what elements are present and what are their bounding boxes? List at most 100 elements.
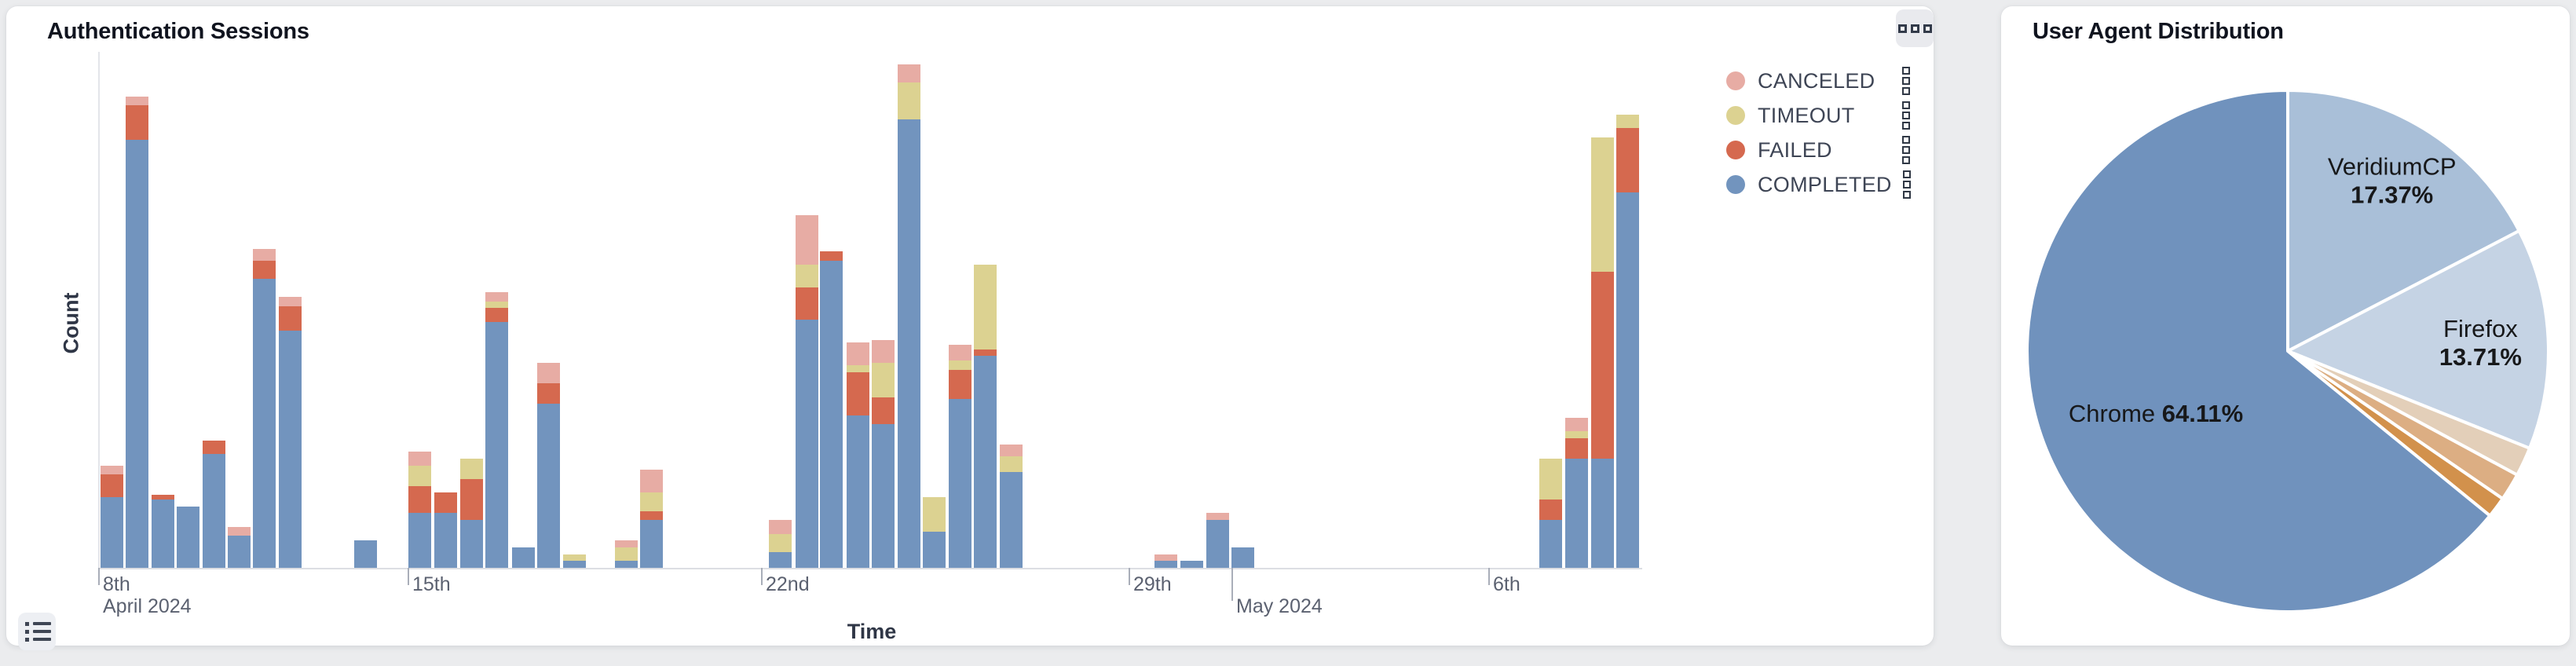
bar-column[interactable] bbox=[1180, 561, 1203, 568]
bar-column[interactable] bbox=[949, 344, 971, 568]
legend-item-failed[interactable]: FAILED bbox=[1726, 136, 1911, 164]
bar-column[interactable] bbox=[923, 497, 946, 568]
bar-column[interactable] bbox=[512, 547, 535, 568]
legend-item-timeout[interactable]: TIMEOUT bbox=[1726, 101, 1911, 130]
bar-segment-completed bbox=[898, 119, 920, 568]
bar-column[interactable] bbox=[253, 249, 276, 568]
bar-segment-completed bbox=[228, 536, 251, 568]
bar-segment-completed bbox=[1616, 192, 1639, 568]
bar-segment-canceled bbox=[101, 465, 123, 475]
legend-dot bbox=[1726, 141, 1745, 159]
bar-segment-completed bbox=[354, 540, 377, 568]
bar-column[interactable] bbox=[1591, 137, 1614, 568]
pie-slice-veridiumcp[interactable] bbox=[2286, 89, 2521, 353]
bar-column[interactable] bbox=[1231, 547, 1254, 568]
bar-column[interactable] bbox=[101, 465, 123, 568]
bar-segment-completed bbox=[1565, 458, 1588, 568]
bar-segment-failed bbox=[640, 510, 663, 521]
x-tick-sublabel: April 2024 bbox=[103, 595, 192, 617]
bar-segment-timeout bbox=[408, 465, 431, 486]
bar-column[interactable] bbox=[177, 506, 199, 568]
bar-segment-completed bbox=[434, 513, 457, 568]
bar-column[interactable] bbox=[203, 440, 225, 568]
drag-handle-icon[interactable] bbox=[1902, 170, 1911, 199]
legend-item-canceled[interactable]: CANCELED bbox=[1726, 67, 1911, 95]
bar-segment-completed bbox=[1180, 561, 1203, 568]
bar-column[interactable] bbox=[485, 292, 508, 568]
bar-segment-timeout bbox=[485, 301, 508, 309]
bar-column[interactable] bbox=[354, 540, 377, 568]
x-axis-line bbox=[98, 568, 1642, 569]
bar-segment-timeout bbox=[1616, 114, 1639, 129]
bar-column[interactable] bbox=[1539, 458, 1562, 568]
x-tick-mark bbox=[1488, 568, 1490, 585]
x-tick-mark bbox=[1129, 568, 1130, 585]
bar-segment-completed bbox=[1206, 520, 1229, 568]
bar-segment-timeout bbox=[898, 82, 920, 119]
bar-column[interactable] bbox=[847, 342, 869, 568]
bar-column[interactable] bbox=[769, 520, 792, 568]
bar-segment-canceled bbox=[847, 342, 869, 365]
bar-column[interactable] bbox=[1616, 114, 1639, 568]
bar-column[interactable] bbox=[434, 492, 457, 568]
bar-column[interactable] bbox=[820, 251, 843, 568]
bar-column[interactable] bbox=[408, 452, 431, 568]
pie-label-firefox: Firefox 13.71% bbox=[2439, 315, 2522, 371]
bar-segment-failed bbox=[820, 251, 843, 261]
bar-column[interactable] bbox=[640, 470, 663, 568]
bar-segment-canceled bbox=[1206, 513, 1229, 521]
bar-segment-failed bbox=[152, 495, 174, 500]
bar-segment-canceled bbox=[228, 526, 251, 536]
bar-column[interactable] bbox=[460, 458, 483, 568]
bar-column[interactable] bbox=[1206, 513, 1229, 568]
bar-column[interactable] bbox=[279, 296, 302, 568]
card-menu-button[interactable] bbox=[1896, 9, 1934, 47]
bar-column[interactable] bbox=[126, 96, 148, 568]
bar-column[interactable] bbox=[537, 363, 560, 568]
bar-column[interactable] bbox=[1154, 554, 1177, 568]
bar-segment-completed bbox=[615, 561, 638, 568]
bar-segment-completed bbox=[1231, 547, 1254, 568]
user-agent-title: User Agent Distribution bbox=[2033, 19, 2284, 44]
bar-segment-completed bbox=[949, 399, 971, 568]
x-tick-label: 6th bbox=[1493, 573, 1520, 595]
bar-column[interactable] bbox=[796, 214, 818, 568]
bar-column[interactable] bbox=[228, 526, 251, 568]
drag-handle-icon[interactable] bbox=[1902, 101, 1910, 130]
legend-item-completed[interactable]: COMPLETED bbox=[1726, 170, 1911, 199]
bar-segment-canceled bbox=[898, 64, 920, 83]
bar-segment-timeout bbox=[460, 458, 483, 479]
bar-column[interactable] bbox=[152, 495, 174, 568]
bar-segment-failed bbox=[537, 383, 560, 404]
bar-segment-completed bbox=[847, 415, 869, 568]
x-tick-label: 29th bbox=[1133, 573, 1172, 595]
drag-handle-icon[interactable] bbox=[1902, 136, 1910, 164]
bar-segment-canceled bbox=[615, 540, 638, 547]
list-icon bbox=[25, 621, 29, 626]
bar-segment-completed bbox=[769, 551, 792, 568]
bar-segment-canceled bbox=[1154, 554, 1177, 562]
data-view-button[interactable] bbox=[18, 613, 56, 650]
bar-column[interactable] bbox=[872, 340, 895, 568]
bar-segment-completed bbox=[203, 454, 225, 568]
bar-segment-completed bbox=[177, 506, 199, 568]
bar-column[interactable] bbox=[1565, 417, 1588, 568]
pie-slice-chrome[interactable] bbox=[2025, 89, 2492, 613]
pie-slice-firefox[interactable] bbox=[2286, 229, 2550, 450]
bar-column[interactable] bbox=[898, 64, 920, 568]
x-tick-mark bbox=[408, 568, 409, 585]
bar-column[interactable] bbox=[615, 540, 638, 568]
bar-segment-completed bbox=[640, 520, 663, 568]
x-tick-mark bbox=[1231, 568, 1233, 601]
bar-column[interactable] bbox=[974, 265, 997, 568]
bar-column[interactable] bbox=[563, 554, 586, 568]
drag-handle-icon[interactable] bbox=[1902, 67, 1910, 95]
bar-segment-completed bbox=[820, 260, 843, 568]
legend-dot bbox=[1726, 71, 1745, 90]
x-tick-mark bbox=[98, 568, 100, 585]
bar-segment-canceled bbox=[253, 249, 276, 261]
auth-sessions-card: Authentication Sessions Count Time 8th Ap… bbox=[6, 6, 1934, 650]
bar-column[interactable] bbox=[1000, 445, 1023, 568]
bar-segment-timeout bbox=[1565, 431, 1588, 438]
legend-dot bbox=[1726, 175, 1745, 194]
